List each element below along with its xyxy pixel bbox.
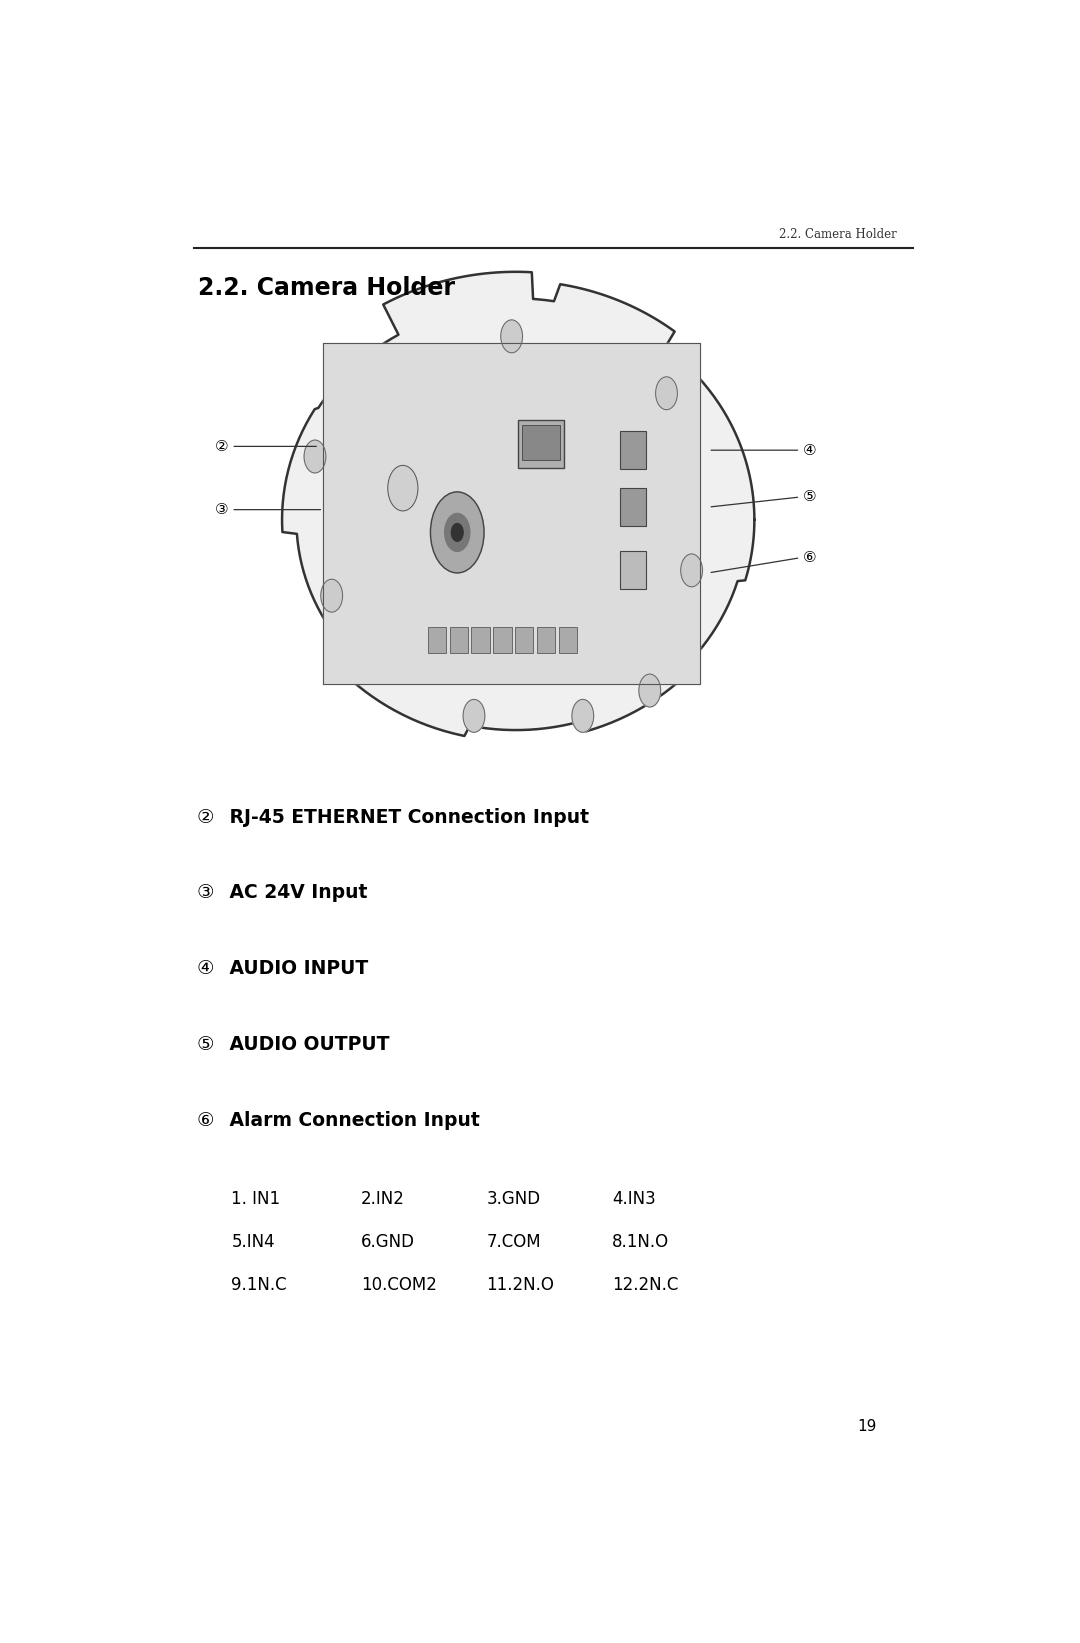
Circle shape: [321, 580, 342, 613]
Text: AC 24V Input: AC 24V Input: [222, 884, 367, 902]
FancyBboxPatch shape: [428, 628, 446, 652]
Text: ②: ②: [215, 439, 229, 453]
Text: 3.GND: 3.GND: [486, 1190, 541, 1208]
FancyBboxPatch shape: [522, 426, 559, 460]
Polygon shape: [323, 343, 700, 683]
Circle shape: [463, 700, 485, 733]
FancyBboxPatch shape: [494, 628, 512, 652]
Text: ③: ③: [197, 884, 214, 902]
Text: 11.2N.O: 11.2N.O: [486, 1277, 554, 1295]
Circle shape: [639, 674, 661, 706]
FancyBboxPatch shape: [537, 628, 555, 652]
Text: ⑤: ⑤: [197, 1035, 214, 1055]
Text: 5.IN4: 5.IN4: [231, 1234, 275, 1250]
Polygon shape: [282, 271, 754, 736]
Text: ⑥: ⑥: [197, 1111, 214, 1130]
Text: ④: ④: [197, 960, 214, 978]
Circle shape: [431, 491, 484, 573]
FancyBboxPatch shape: [518, 421, 564, 468]
Text: 2.2. Camera Holder: 2.2. Camera Holder: [198, 276, 455, 299]
Text: 1. IN1: 1. IN1: [231, 1190, 281, 1208]
Text: 6.GND: 6.GND: [361, 1234, 415, 1250]
FancyBboxPatch shape: [558, 628, 577, 652]
Text: ⑥: ⑥: [802, 550, 816, 565]
Text: 8.1N.O: 8.1N.O: [612, 1234, 670, 1250]
Circle shape: [388, 465, 418, 511]
FancyBboxPatch shape: [620, 430, 646, 470]
Circle shape: [451, 524, 463, 541]
Circle shape: [501, 320, 523, 353]
FancyBboxPatch shape: [620, 552, 646, 590]
Text: ⑤: ⑤: [802, 490, 816, 504]
Text: 10.COM2: 10.COM2: [361, 1277, 437, 1295]
Text: ③: ③: [215, 503, 229, 518]
Text: AUDIO OUTPUT: AUDIO OUTPUT: [222, 1035, 390, 1055]
Circle shape: [305, 440, 326, 473]
FancyBboxPatch shape: [449, 628, 468, 652]
Text: 2.IN2: 2.IN2: [361, 1190, 405, 1208]
Text: 2.2. Camera Holder: 2.2. Camera Holder: [779, 228, 896, 242]
FancyBboxPatch shape: [620, 488, 646, 526]
Circle shape: [680, 554, 702, 587]
Circle shape: [656, 376, 677, 409]
Text: 19: 19: [858, 1420, 877, 1434]
Circle shape: [445, 513, 470, 552]
Text: Alarm Connection Input: Alarm Connection Input: [222, 1111, 480, 1130]
Text: ④: ④: [802, 442, 816, 458]
Text: 12.2N.C: 12.2N.C: [612, 1277, 678, 1295]
Text: 7.COM: 7.COM: [486, 1234, 541, 1250]
Text: RJ-45 ETHERNET Connection Input: RJ-45 ETHERNET Connection Input: [222, 808, 589, 826]
Text: 4.IN3: 4.IN3: [612, 1190, 656, 1208]
Text: ②: ②: [197, 808, 214, 826]
FancyBboxPatch shape: [472, 628, 490, 652]
Circle shape: [572, 700, 594, 733]
FancyBboxPatch shape: [515, 628, 534, 652]
Text: 9.1N.C: 9.1N.C: [231, 1277, 287, 1295]
Text: AUDIO INPUT: AUDIO INPUT: [222, 960, 368, 978]
